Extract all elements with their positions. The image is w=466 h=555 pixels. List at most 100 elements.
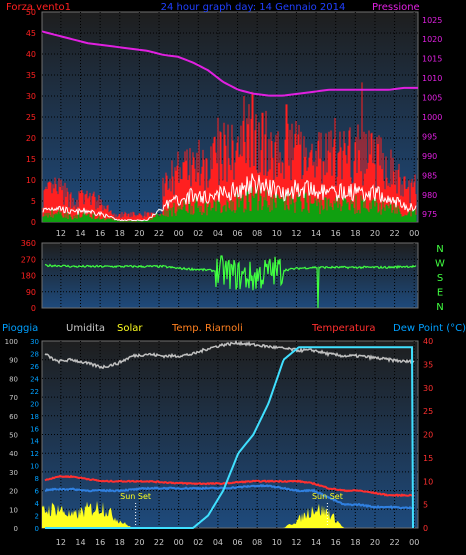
- p1-yleft-tick-50: 50: [26, 8, 36, 17]
- p1-yright-tick-995: 995: [422, 132, 437, 141]
- p1-yleft-tick-30: 30: [26, 92, 36, 101]
- p1-yleft-tick-35: 35: [26, 71, 36, 80]
- p3-rain-tick-16: 16: [30, 425, 39, 433]
- header-title: 24 hour graph day: 14 Gennaio 2014: [161, 2, 346, 13]
- p3-pct-tick-100: 100: [5, 338, 18, 346]
- p1-yright-tick-990: 990: [422, 152, 437, 161]
- p3-rain-tick-4: 4: [35, 500, 40, 508]
- p3-x-tick-9: 06: [232, 538, 242, 547]
- p1-yleft-tick-5: 5: [31, 197, 36, 206]
- p1-x-tick-17: 22: [390, 229, 400, 238]
- temperature-line: [44, 474, 415, 498]
- rain-line: [45, 346, 414, 529]
- p3-temp-tick-40: 40: [423, 337, 433, 346]
- dir-label-4: N: [436, 302, 443, 313]
- p3-temp-tick-35: 35: [423, 360, 433, 369]
- p3-x-tick-11: 10: [272, 538, 282, 547]
- wind-gust-series: [42, 82, 417, 222]
- p2-y-tick-90: 90: [26, 288, 36, 297]
- p2-y-tick-180: 180: [21, 272, 36, 281]
- p3-pct-tick-60: 60: [9, 413, 18, 421]
- header-right-label: Pressione: [372, 2, 420, 13]
- p3-pct-tick-70: 70: [9, 394, 18, 402]
- p3-rain-tick-28: 28: [30, 350, 39, 358]
- p1-x-tick-5: 22: [154, 229, 164, 238]
- p1-x-tick-18: 00: [409, 229, 419, 238]
- p3-rain-tick-12: 12: [30, 450, 39, 458]
- p3-x-tick-17: 22: [390, 538, 400, 547]
- p3-x-tick-4: 20: [134, 538, 144, 547]
- p3-x-tick-2: 16: [95, 538, 105, 547]
- p3-pct-tick-30: 30: [9, 469, 18, 477]
- p3-temp-tick-10: 10: [423, 477, 433, 486]
- p3-pct-tick-40: 40: [9, 450, 18, 458]
- p1-yright-tick-1025: 1025: [422, 16, 442, 25]
- p3-temp-tick-5: 5: [423, 501, 428, 510]
- wind-direction-line: [44, 255, 417, 309]
- dir-label-3: E: [437, 288, 443, 299]
- p1-yleft-tick-10: 10: [26, 176, 36, 185]
- solar-area: [42, 500, 418, 528]
- p1-yleft-tick-25: 25: [26, 113, 36, 122]
- p3-rain-tick-22: 22: [30, 388, 39, 396]
- p1-x-tick-13: 14: [311, 229, 321, 238]
- p1-x-tick-9: 06: [232, 229, 242, 238]
- p2-y-tick-270: 270: [21, 255, 36, 264]
- p3-x-tick-14: 16: [331, 538, 341, 547]
- p1-x-tick-8: 04: [213, 229, 223, 238]
- p3-pct-tick-0: 0: [14, 525, 18, 533]
- p3-rain-tick-6: 6: [35, 488, 40, 496]
- p1-x-tick-11: 10: [272, 229, 282, 238]
- p1-yright-tick-1000: 1000: [422, 113, 442, 122]
- p3-rain-tick-24: 24: [30, 375, 39, 383]
- p3-rain-tick-10: 10: [30, 463, 39, 471]
- p3-x-tick-16: 20: [370, 538, 380, 547]
- p3-temp-tick-25: 25: [423, 407, 433, 416]
- p3-x-tick-15: 18: [350, 538, 360, 547]
- pressure-line: [41, 30, 418, 97]
- rain-label: Pioggia: [2, 323, 38, 334]
- p3-pct-tick-10: 10: [9, 506, 18, 514]
- p3-x-tick-8: 04: [213, 538, 223, 547]
- p3-rain-tick-30: 30: [30, 338, 39, 346]
- p1-x-tick-10: 08: [252, 229, 262, 238]
- p1-yleft-tick-40: 40: [26, 50, 36, 59]
- p3-x-tick-7: 02: [193, 538, 203, 547]
- p1-yright-tick-975: 975: [422, 210, 437, 219]
- p3-x-tick-10: 08: [252, 538, 262, 547]
- p1-yleft-tick-45: 45: [26, 29, 36, 38]
- p3-pct-tick-80: 80: [9, 375, 18, 383]
- p1-yright-tick-1020: 1020: [422, 35, 442, 44]
- wind-low-series: [42, 185, 417, 222]
- dir-label-2: S: [437, 273, 443, 284]
- header-left-label: Forza vento1: [6, 2, 71, 13]
- p1-x-tick-6: 00: [174, 229, 184, 238]
- p3-x-tick-3: 18: [115, 538, 125, 547]
- temp-r-label: Temp. Riarnoli: [171, 323, 243, 334]
- p1-yright-tick-1015: 1015: [422, 55, 442, 64]
- humidity-label: Umidita: [66, 323, 105, 334]
- p1-x-tick-16: 20: [370, 229, 380, 238]
- dir-label-0: N: [436, 244, 443, 255]
- p1-x-tick-14: 16: [331, 229, 341, 238]
- p1-x-tick-7: 02: [193, 229, 203, 238]
- p1-yright-tick-1010: 1010: [422, 74, 442, 83]
- p3-rain-tick-20: 20: [30, 400, 39, 408]
- p2-y-tick-360: 360: [21, 239, 36, 248]
- p1-x-tick-12: 12: [291, 229, 301, 238]
- p3-x-tick-5: 22: [154, 538, 164, 547]
- p3-pct-tick-20: 20: [9, 488, 18, 496]
- p3-rain-tick-0: 0: [35, 525, 39, 533]
- p1-yleft-tick-20: 20: [26, 134, 36, 143]
- p1-yright-tick-985: 985: [422, 171, 437, 180]
- p1-x-tick-3: 18: [115, 229, 125, 238]
- p1-x-tick-1: 14: [75, 229, 85, 238]
- humidity-line: [44, 339, 415, 370]
- p3-rain-tick-14: 14: [30, 438, 39, 446]
- p1-x-tick-15: 18: [350, 229, 360, 238]
- p1-x-tick-2: 16: [95, 229, 105, 238]
- p3-temp-tick-20: 20: [423, 431, 433, 440]
- p1-yleft-tick-0: 0: [31, 218, 36, 227]
- dew-point-line: [44, 484, 415, 510]
